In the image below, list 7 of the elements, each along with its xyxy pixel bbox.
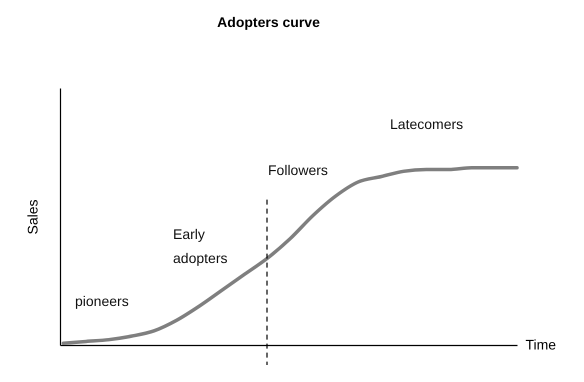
chart-title: Adopters curve — [217, 14, 320, 30]
annotation: Early adopters — [173, 226, 228, 266]
annotation: pioneers — [75, 293, 129, 309]
y-axis-title: Sales — [24, 199, 40, 235]
x-axis-title: Time — [526, 336, 556, 352]
text: Latecomers — [390, 116, 464, 132]
annotation: Followers — [268, 162, 328, 178]
